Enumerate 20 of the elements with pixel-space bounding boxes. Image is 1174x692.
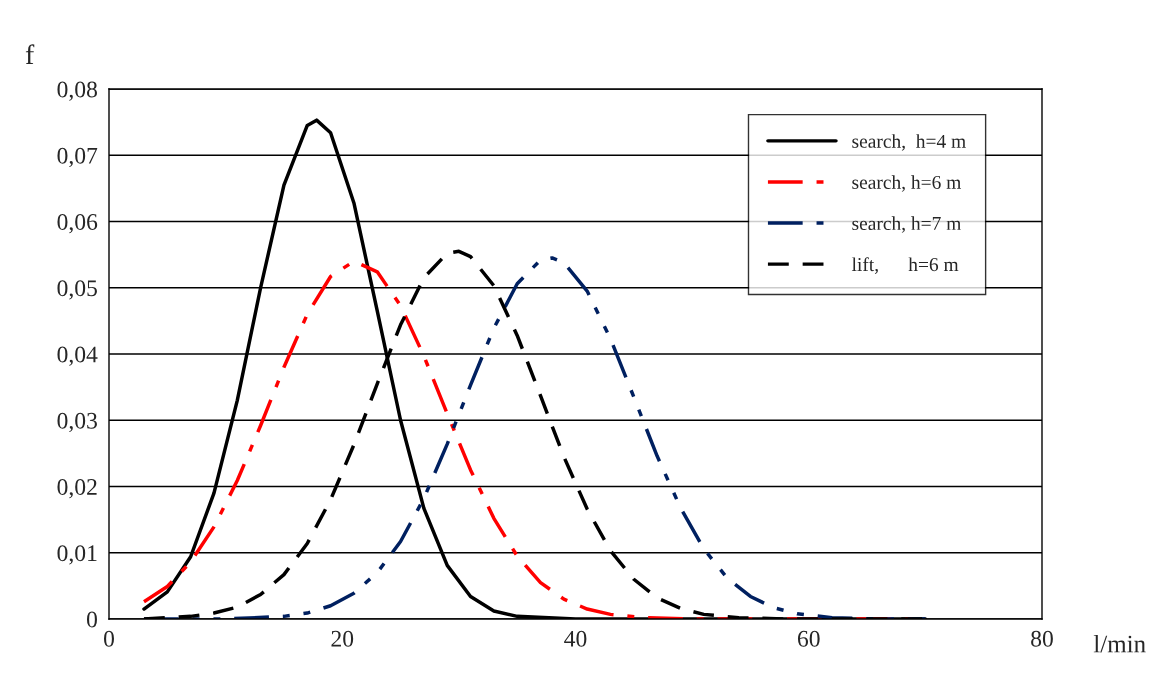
x-tick-label: 60	[797, 630, 820, 647]
y-tick-label: 0,06	[57, 213, 98, 234]
y-tick-label: 0,03	[57, 412, 97, 433]
y-tick-label: 0	[86, 611, 97, 628]
x-tick-label: 0	[104, 630, 114, 647]
legend-label: search, h=6 m	[852, 175, 962, 192]
y-tick-label: 0,02	[57, 478, 97, 499]
x-axis-title: l/min	[1093, 634, 1146, 653]
x-tick-label: 20	[331, 630, 354, 647]
legend-label: search, h=4 m	[852, 134, 966, 151]
legend-label: lift, h=6 m	[851, 257, 959, 274]
y-tick-label: 0,08	[57, 81, 97, 101]
x-tick-label: 80	[1031, 630, 1053, 647]
y-tick-label: 0,04	[57, 346, 98, 366]
y-tick-label: 0,01	[57, 545, 97, 565]
y-axis-title: f	[25, 44, 35, 64]
legend-label: search, h=7 m	[852, 216, 962, 233]
x-tick-label: 40	[564, 630, 587, 647]
y-tick-label: 0,05	[57, 280, 97, 300]
y-tick-label: 0,07	[57, 147, 98, 168]
